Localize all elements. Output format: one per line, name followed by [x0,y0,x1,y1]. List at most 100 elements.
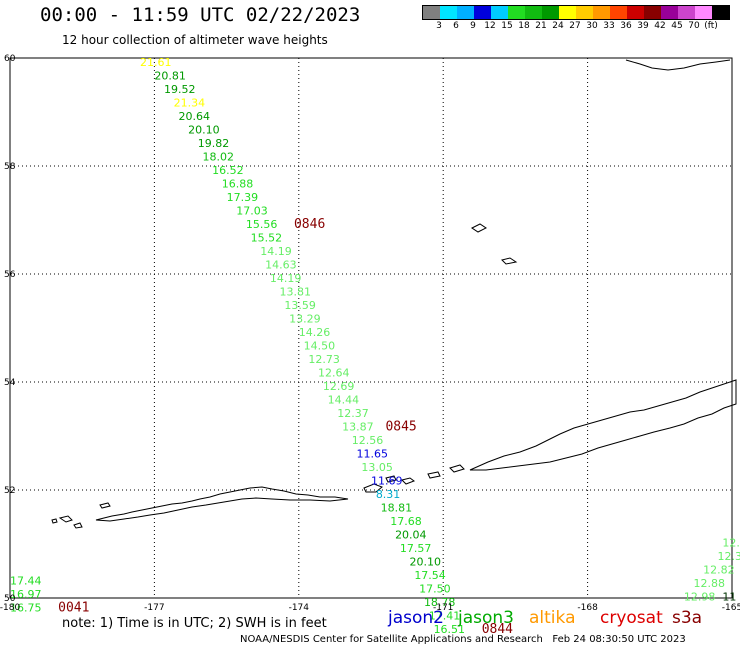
lon-tick-label: -180 [0,603,20,613]
wave-height-label: 12.98 [684,591,716,604]
colorbar-swatch [576,6,593,19]
colorbar-swatch [695,6,712,19]
wave-height-label: 18.81 [381,502,413,515]
colorbar-label: 30 [586,21,598,31]
colorbar-label: 24 [552,21,564,31]
wave-height-label: 20.10 [188,124,220,137]
colorbar-swatch [457,6,474,19]
lat-tick-label: 50 [4,594,16,604]
footer-note: note: 1) Time is in UTC; 2) SWH is in fe… [62,616,327,631]
aleutian-islet-4 [99,502,111,509]
wave-height-label: 17.50 [419,583,451,596]
footer-note-row: note: 1) Time is in UTC; 2) SWH is in fe… [62,608,702,631]
lon-tick-label: -171 [433,603,453,613]
colorbar-swatch [423,6,440,19]
wave-height-label: 13.87 [342,421,374,434]
aleutian-islet-1 [58,515,73,523]
page-title: 00:00 - 11:59 UTC 02/22/2023 [40,4,361,26]
colorbar-swatch [474,6,491,19]
pribilof-island-1 [471,223,487,233]
lon-tick-label: -174 [289,603,310,613]
wave-height-label: 14.50 [304,340,336,353]
alaska-peninsula [469,379,737,471]
aleutian-islet-9 [449,464,465,473]
colorbar-swatch [542,6,559,19]
wave-height-label: 20.64 [178,110,210,123]
colorbar-label: 21 [535,21,547,31]
axis-tick-labels: 60 58 56 54 52 50-180 -177 -174 -171 -168 -165 [0,54,740,613]
wave-height-label: 15.52 [251,232,283,245]
wave-height-label: 14.63 [265,259,297,272]
aleutian-islet-7 [401,477,416,485]
lat-tick-label: 60 [4,54,16,64]
wave-height-label: 11.65 [357,448,389,461]
wave-height-label: 19.52 [164,83,196,96]
colorbar-label: 12 [484,21,496,31]
pass-time-label: 0846 [294,217,325,232]
wave-height-label: 16.51 [434,623,466,636]
wave-height-label: 17.54 [414,569,446,582]
wave-height-label: 12.3 [722,537,740,550]
wave-height-label: 16.97 [10,588,42,601]
wave-height-label: 14.19 [270,272,302,285]
colorbar-labels: 3 6 9 12 15 18 21 24 27 30 33 36 39 42 45 70 (ft) [422,20,730,32]
lat-tick-label: 58 [4,162,16,172]
legend-jason2: jason2 [388,608,444,628]
colorbar-swatch [440,6,457,19]
wave-height-label: 12.64 [318,367,350,380]
legend-s3a: s3a [672,608,703,628]
wave-height-label: 16.88 [222,178,254,191]
colorbar-label: 3 [436,21,442,31]
pass-time-label: 0041 [58,601,89,616]
wave-height-label: 17.41 [429,610,461,623]
wave-height-label: 13.05 [361,461,393,474]
wave-height-label: 12.73 [308,353,340,366]
wave-height-label: 13.81 [280,286,312,299]
wave-height-label: 21.61 [140,56,172,69]
lat-tick-label: 52 [4,486,15,496]
lon-tick-label: -165 [722,603,740,613]
colorbar-label: 15 [501,21,513,31]
wave-height-label: 19.82 [198,137,230,150]
wave-height-label: 21.34 [174,97,206,110]
colorbar-label: 36 [620,21,632,31]
wave-height-label: 11 [722,591,736,604]
wave-height-label: 14.44 [328,394,360,407]
colorbar-label: 45 [671,21,683,31]
aleutian-islet-6 [385,475,397,483]
aleutian-islands-west [95,486,349,522]
aleutian-islet-5 [363,483,383,493]
pribilof-island-2 [501,257,518,265]
coastline [51,59,737,529]
lon-tick-label: -168 [577,603,598,613]
colorbar-swatch [644,6,661,19]
colorbar-swatch [525,6,542,19]
pass-time-label: 0844 [482,622,513,637]
colorbar-swatch [678,6,695,19]
colorbar-label: 33 [603,21,615,31]
colorbar-label: 9 [470,21,476,31]
wave-height-label: 17.68 [390,515,422,528]
colorbar-label: 27 [569,21,581,31]
colorbar-swatch [559,6,576,19]
wave-height-label: 12.82 [703,564,735,577]
colorbar-swatches [422,5,730,20]
colorbar-label: (ft) [704,21,718,31]
lat-tick-label: 56 [4,270,16,280]
colorbar-swatch [508,6,525,19]
lon-tick-label: -177 [144,603,164,613]
credit-text: NOAA/NESDIS Center for Satellite Applica… [240,634,543,645]
wave-height-label: 16.52 [212,164,244,177]
wave-height-label: 11.69 [371,475,403,488]
wave-height-label: 12.69 [323,380,355,393]
wave-height-label: 12.88 [693,577,725,590]
wave-height-label: 13.59 [284,299,316,312]
colorbar-swatch [491,6,508,19]
lat-lon-grid [9,57,733,599]
wave-height-label: 12.3 [718,550,740,563]
wave-height-label: 14.26 [299,326,331,339]
wave-height-label: 8.31 [376,488,401,501]
generated-time: Feb 24 08:30:50 UTC 2023 [552,634,686,645]
colorbar-swatch [627,6,644,19]
